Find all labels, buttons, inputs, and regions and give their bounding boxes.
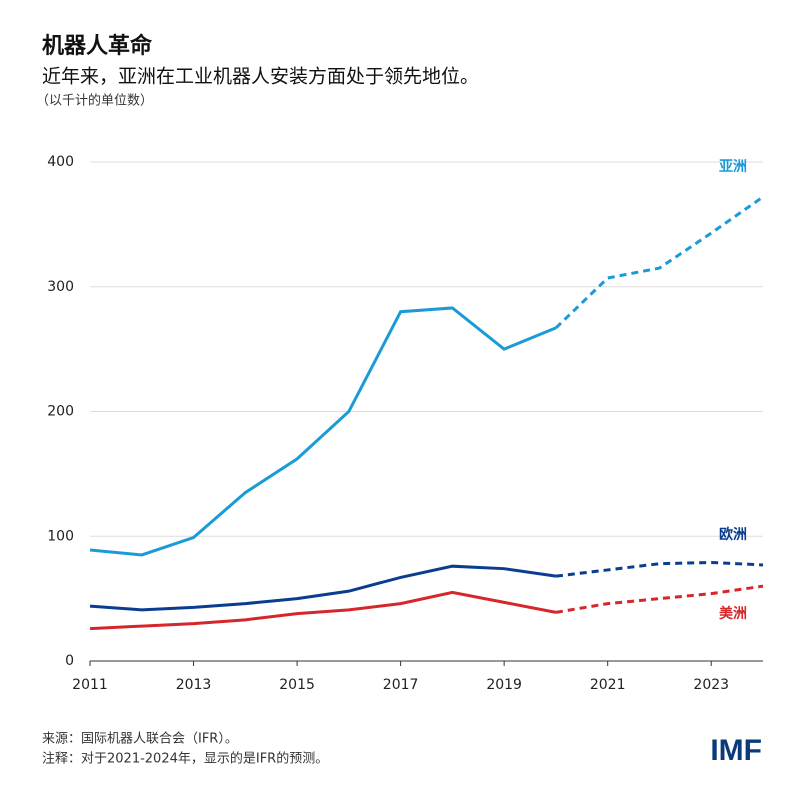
x-tick-label: 2011 [72,677,108,693]
series-line [89,306,557,557]
series-label: 欧洲 [719,526,747,543]
unit-label: （以千计的单位数） [36,93,153,109]
y-tick-label: 100 [47,528,74,544]
x-tick-label: 2019 [486,677,522,693]
x-tick-label: 2015 [279,677,315,693]
x-tick-label: 2021 [590,677,626,693]
y-tick-label: 0 [65,653,74,669]
series-label: 亚洲 [719,159,747,175]
series-label: 美洲 [719,605,747,622]
series-line [89,590,557,631]
series-line [89,564,557,612]
chart-title: 机器人革命 [42,33,153,59]
chart-subtitle: 近年来，亚洲在工业机器人安装方面处于领先地位。 [42,66,479,88]
source-note: 来源：国际机器人联合会（IFR）。 [42,732,238,747]
x-tick-label: 2013 [176,677,212,693]
footnote: 注释：对于2021-2024年，显示的是IFR的预测。 [42,751,328,767]
x-tick-label: 2023 [693,677,729,693]
y-tick-label: 400 [47,154,74,170]
y-tick-label: 300 [47,279,74,295]
forecast-line [555,560,764,578]
x-tick-label: 2017 [383,677,419,693]
forecast-line [555,584,764,614]
forecast-line [554,195,764,329]
y-tick-label: 200 [47,404,74,420]
logo: IMF [710,734,762,767]
